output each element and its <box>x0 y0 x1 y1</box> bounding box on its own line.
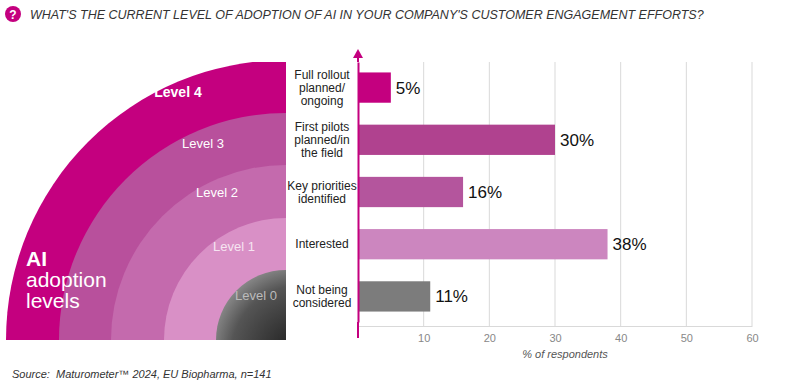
category-label-line: Interested <box>295 237 348 251</box>
levels-title: levels <box>26 289 80 312</box>
data-label: 16% <box>468 183 502 202</box>
grid-line <box>686 62 687 326</box>
level-label: Level 0 <box>235 288 277 303</box>
category-label-line: Key priorities <box>287 179 356 193</box>
x-tick: 60 <box>746 326 758 344</box>
level-arcs <box>6 62 286 340</box>
grid <box>424 62 752 326</box>
data-label: 11% <box>435 287 468 306</box>
category-label: Key prioritiesidentified <box>287 179 356 206</box>
level-label: Level 2 <box>196 185 238 200</box>
source: Source: Maturometer™ 2024, EU Biopharma,… <box>12 368 272 380</box>
y-axis-line <box>358 63 360 323</box>
category-label-line: planned/in <box>294 133 349 147</box>
title: WHAT'S THE CURRENT LEVEL OF ADOPTION OF … <box>30 8 704 22</box>
title-icon <box>5 6 21 22</box>
x-tick-label: 10 <box>418 332 430 344</box>
x-tick: 50 <box>681 326 693 344</box>
category-label-line: the field <box>301 146 343 160</box>
data-label: 5% <box>396 79 421 98</box>
grid-line <box>620 62 621 326</box>
title-icon-text: ? <box>9 8 16 22</box>
level-arc <box>6 62 286 340</box>
level-arc <box>111 165 286 340</box>
category-label: Interested <box>295 237 348 251</box>
x-tick: 10 <box>418 326 430 344</box>
category-label-line: Full rollout <box>294 68 350 82</box>
level-label: Level 1 <box>213 239 255 254</box>
category-label-line: considered <box>293 296 352 310</box>
x-tick-label: 40 <box>615 332 627 344</box>
category-label-line: identified <box>298 192 346 206</box>
x-tick: 20 <box>484 326 496 344</box>
x-tick-label: 50 <box>681 332 693 344</box>
levels-title: AI <box>26 247 47 270</box>
level-arc <box>164 218 286 340</box>
y-axis-arrow <box>353 49 363 58</box>
data-label: 38% <box>613 235 647 254</box>
x-tick: 30 <box>549 326 561 344</box>
x-tick-label: 20 <box>484 332 496 344</box>
x-tick: 40 <box>615 326 627 344</box>
levels-title: adoption <box>26 268 107 291</box>
bars <box>358 72 608 311</box>
category-label: First pilotsplanned/inthe field <box>294 120 349 160</box>
x-tick-label: 30 <box>549 332 561 344</box>
x-tick-label: 60 <box>746 332 758 344</box>
bar <box>358 72 391 102</box>
data-label: 30% <box>560 131 594 150</box>
y-tick: Not beingconsidered <box>293 283 358 310</box>
level-label: Level 4 <box>154 84 202 100</box>
level-arc <box>59 113 286 340</box>
category-label-line: planned/ <box>299 81 346 95</box>
x-axis-line <box>359 326 753 327</box>
category-label-line: Not being <box>296 283 347 297</box>
bar <box>358 281 430 311</box>
category-label: Not beingconsidered <box>293 283 352 310</box>
level-arc <box>216 270 286 340</box>
bar <box>358 125 555 155</box>
category-label-line: ongoing <box>301 94 344 108</box>
y-tick: Key prioritiesidentified <box>287 179 358 206</box>
bar <box>358 177 463 207</box>
y-axis-extension <box>357 322 359 338</box>
grid-line <box>752 62 753 326</box>
bar <box>358 229 608 259</box>
x-axis: 10 20 30 40 50 60 <box>359 326 759 344</box>
x-axis-title: % of respondents <box>522 348 608 360</box>
y-tick: Interested <box>295 237 358 251</box>
y-tick: First pilotsplanned/inthe field <box>294 120 358 160</box>
category-label: Full rolloutplanned/ongoing <box>294 68 350 108</box>
y-axis: Full rolloutplanned/ongoingFirst pilotsp… <box>287 63 358 323</box>
grid-line <box>555 62 556 326</box>
y-tick: Full rolloutplanned/ongoing <box>294 68 358 108</box>
category-label-line: First pilots <box>295 120 350 134</box>
level-label: Level 3 <box>182 136 224 151</box>
